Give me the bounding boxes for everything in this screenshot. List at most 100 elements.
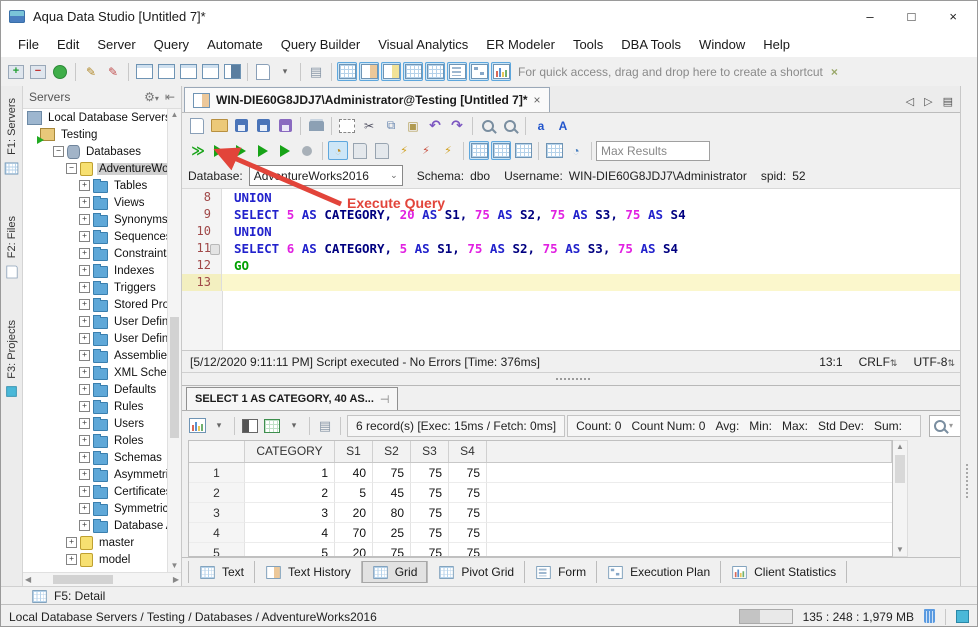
- scroll-up-icon[interactable]: ▲: [170, 110, 179, 119]
- tree-item-assemblies[interactable]: + Assemblies: [23, 347, 168, 364]
- grid-cell[interactable]: 75: [411, 483, 449, 503]
- tree-item-tables[interactable]: + Tables: [23, 177, 168, 194]
- expand-icon[interactable]: +: [79, 503, 90, 514]
- minimize-button[interactable]: –: [866, 8, 874, 24]
- tree-item-schemas[interactable]: + Schemas: [23, 449, 168, 466]
- execute-script-icon[interactable]: [231, 141, 251, 160]
- row-number[interactable]: 2: [189, 483, 245, 503]
- grid-cell[interactable]: 4: [245, 523, 335, 543]
- tree-item-asymmetric[interactable]: + Asymmetric: [23, 466, 168, 483]
- tree-item-stored-proc[interactable]: + Stored Proc: [23, 296, 168, 313]
- cut-icon[interactable]: ✂: [363, 118, 375, 133]
- table-row[interactable]: 4 4 70 25 75 75: [189, 523, 892, 543]
- bookmark-icon[interactable]: [210, 244, 220, 255]
- expand-icon[interactable]: +: [79, 418, 90, 429]
- tree-item-indexes[interactable]: + Indexes: [23, 262, 168, 279]
- grid-cell[interactable]: 25: [373, 523, 411, 543]
- format-results-icon[interactable]: [240, 416, 260, 435]
- encoding-select[interactable]: UTF-8⇅: [913, 354, 955, 369]
- detach-window-icon[interactable]: [200, 62, 220, 81]
- admin-query-icon[interactable]: ✎: [107, 64, 119, 79]
- show-form-icon[interactable]: [447, 62, 467, 81]
- row-number[interactable]: 3: [189, 503, 245, 523]
- show-pivot-grid-icon[interactable]: [425, 62, 445, 81]
- tab-pivot-grid[interactable]: Pivot Grid: [428, 561, 526, 583]
- cancel-query-icon[interactable]: [297, 141, 317, 160]
- scroll-left-icon[interactable]: ◀: [25, 575, 32, 584]
- editor-line-12[interactable]: 12 GO: [182, 257, 963, 274]
- grid-cell[interactable]: 45: [373, 483, 411, 503]
- find-history-window-icon[interactable]: [178, 62, 198, 81]
- tab-grid[interactable]: Grid: [361, 561, 429, 583]
- tab-list-icon[interactable]: ▤: [942, 96, 953, 108]
- open-file-icon[interactable]: [209, 116, 229, 135]
- tree-item-local-database-servers[interactable]: Local Database Servers: [23, 109, 168, 126]
- row-number[interactable]: 5: [189, 543, 245, 556]
- grid-cell[interactable]: 75: [449, 463, 487, 483]
- tree-item-user-define[interactable]: + User Define: [23, 313, 168, 330]
- tree-item-roles[interactable]: + Roles: [23, 432, 168, 449]
- grid-cell[interactable]: 2: [245, 483, 335, 503]
- export-results-mode-icon[interactable]: [513, 141, 533, 160]
- schema-browser-icon[interactable]: [50, 62, 70, 81]
- menu-window[interactable]: Window: [699, 36, 746, 52]
- grid-cell[interactable]: 75: [373, 463, 411, 483]
- lowercase-icon[interactable]: a: [537, 118, 545, 133]
- tree-item-triggers[interactable]: + Triggers: [23, 279, 168, 296]
- next-tab-icon[interactable]: ▷: [924, 96, 933, 108]
- scrollbar-thumb[interactable]: [895, 455, 905, 483]
- save-as-icon[interactable]: [253, 116, 273, 135]
- grid-cell[interactable]: 75: [373, 543, 411, 556]
- tree-item-adventurework[interactable]: − AdventureWork: [23, 160, 168, 177]
- editor-line-10[interactable]: 10 UNION: [182, 223, 963, 240]
- close-button[interactable]: ×: [949, 8, 957, 24]
- tree-item-testing[interactable]: Testing: [23, 126, 168, 144]
- sidebar-tab-f1-servers[interactable]: F1: Servers: [3, 98, 20, 176]
- collapse-icon[interactable]: −: [66, 163, 77, 174]
- script-results-icon[interactable]: ▤: [318, 417, 332, 433]
- scroll-up-icon[interactable]: ▲: [896, 442, 904, 451]
- expand-icon[interactable]: +: [66, 554, 77, 565]
- menu-query[interactable]: Query: [153, 36, 190, 52]
- scroll-down-icon[interactable]: ▼: [170, 561, 179, 570]
- expand-icon[interactable]: +: [79, 350, 90, 361]
- tab-text-history[interactable]: Text History: [255, 561, 362, 583]
- save-icon[interactable]: [231, 116, 251, 135]
- tree-item-views[interactable]: + Views: [23, 194, 168, 211]
- show-text-history-icon[interactable]: [359, 62, 379, 81]
- expand-icon[interactable]: +: [79, 316, 90, 327]
- windows-manager-icon[interactable]: [222, 62, 242, 81]
- reconnect-icon[interactable]: ⚡: [444, 145, 452, 157]
- row-number[interactable]: 1: [189, 463, 245, 483]
- collapse-icon[interactable]: −: [53, 146, 64, 157]
- new-file-icon[interactable]: [187, 116, 207, 135]
- chart-results-icon[interactable]: [187, 416, 207, 435]
- tree-item-master[interactable]: + master: [23, 534, 168, 551]
- expand-icon[interactable]: +: [79, 214, 90, 225]
- redo-icon[interactable]: ↷: [451, 117, 463, 133]
- grid-cell[interactable]: 75: [449, 543, 487, 556]
- grid-cell[interactable]: 75: [449, 483, 487, 503]
- find-window-icon[interactable]: [134, 62, 154, 81]
- panel-collapse-icon[interactable]: ⇤: [164, 90, 175, 104]
- grid-cell[interactable]: 75: [449, 503, 487, 523]
- editor-line-9[interactable]: 9 SELECT 5 AS CATEGORY, 20 AS S1, 75 AS S…: [182, 206, 963, 223]
- paste-icon[interactable]: ▣: [407, 118, 419, 133]
- tree-item-constraints[interactable]: + Constraints: [23, 245, 168, 262]
- tab-text[interactable]: Text: [188, 561, 256, 583]
- column-header-category[interactable]: CATEGORY: [245, 441, 335, 462]
- grid-cell[interactable]: 75: [411, 543, 449, 556]
- results-grid[interactable]: CATEGORY S1 S2 S3 S4 1 1 40 75 75 75 2 2 5 45 75 75 3 3 20 8…: [188, 440, 893, 557]
- table-row[interactable]: 2 2 5 45 75 75: [189, 483, 892, 503]
- grid-cell[interactable]: 75: [449, 523, 487, 543]
- expand-icon[interactable]: +: [79, 401, 90, 412]
- grid-cell[interactable]: 20: [335, 503, 373, 523]
- tree-item-users[interactable]: + Users: [23, 415, 168, 432]
- detail-panel-bar[interactable]: F5: Detail: [1, 586, 977, 605]
- column-header-s4[interactable]: S4: [449, 441, 487, 462]
- grid-cell[interactable]: 75: [411, 463, 449, 483]
- expand-icon[interactable]: +: [79, 282, 90, 293]
- menu-server[interactable]: Server: [97, 36, 136, 52]
- export-excel-icon[interactable]: [262, 416, 282, 435]
- execute-all-icon[interactable]: ≫: [191, 142, 205, 158]
